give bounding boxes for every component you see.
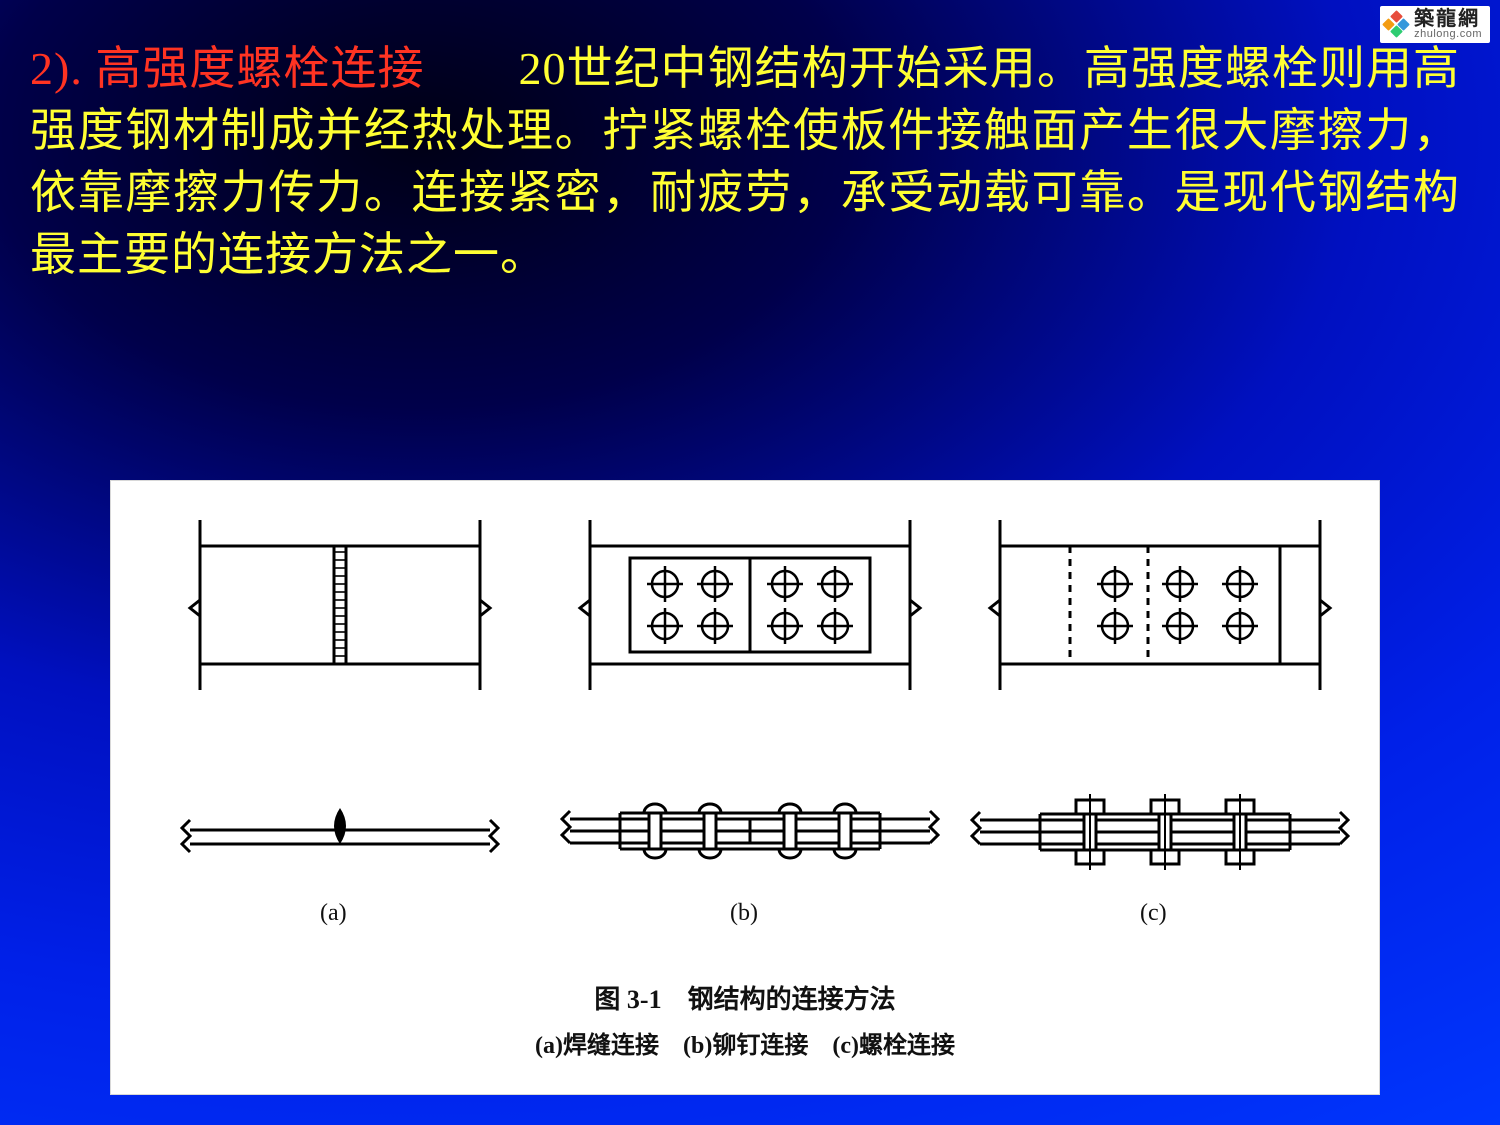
fig-a-bottom — [180, 790, 500, 880]
figure-subtitle: (a)焊缝连接 (b)铆钉连接 (c)螺栓连接 — [110, 1027, 1380, 1065]
body-text: 2). 高强度螺栓连接 20世纪中钢结构开始采用。高强度螺栓则用高强度钢材制成并… — [30, 38, 1460, 286]
fig-c-top — [980, 510, 1340, 700]
label-a: (a) — [320, 900, 347, 927]
figure-title: 图 3-1 钢结构的连接方法 — [110, 979, 1380, 1021]
heading-prefix: 2). 高强度螺栓连接 — [30, 43, 425, 94]
fig-b-bottom — [560, 775, 940, 885]
label-c: (c) — [1140, 900, 1167, 927]
slide: 築龍網 zhulong.com 2). 高强度螺栓连接 20世纪中钢结构开始采用… — [0, 0, 1500, 1125]
watermark-logo-icon — [1386, 14, 1408, 36]
fig-b-top — [570, 510, 930, 700]
fig-a-top — [170, 510, 510, 700]
fig-c-bottom — [970, 770, 1350, 890]
watermark-cn: 築龍網 — [1414, 9, 1482, 29]
figure-panel: (a) (b) (c) 图 3-1 钢结构的连接方法 (a)焊缝连接 (b)铆钉… — [110, 480, 1380, 1095]
label-b: (b) — [730, 900, 758, 927]
figure-caption: 图 3-1 钢结构的连接方法 (a)焊缝连接 (b)铆钉连接 (c)螺栓连接 — [110, 979, 1380, 1065]
